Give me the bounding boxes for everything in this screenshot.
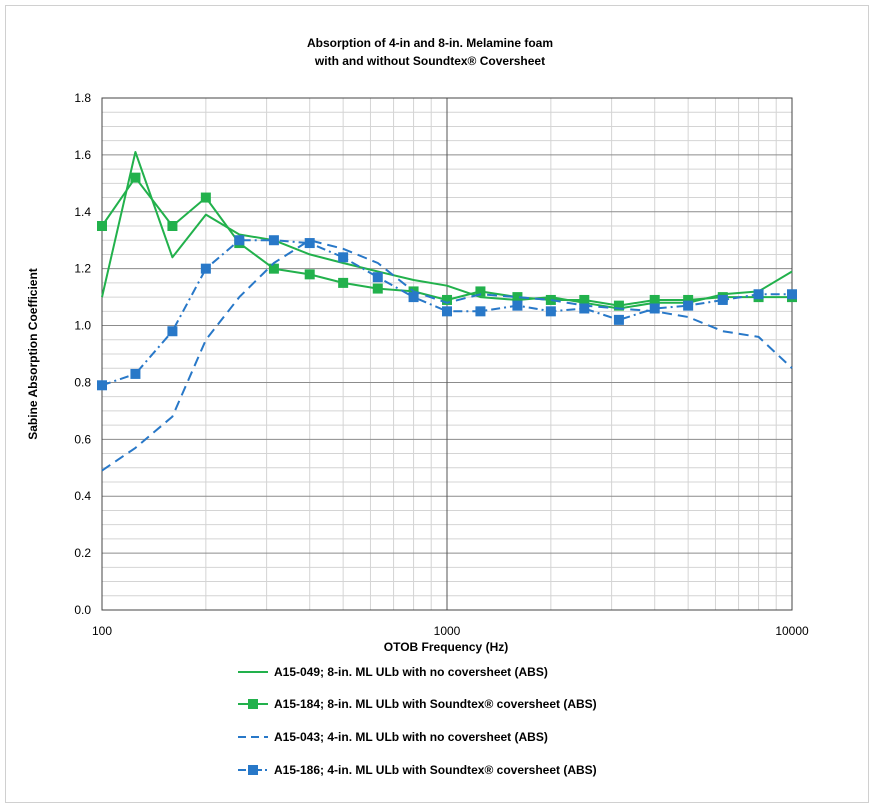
series-2-point <box>613 300 624 311</box>
series-4-point <box>475 306 486 317</box>
series-4-point <box>130 368 141 379</box>
series-2-point <box>512 292 523 303</box>
legend-marker-4 <box>248 765 258 775</box>
series-4-point <box>717 294 728 305</box>
chart-title-line-2: with and without Soundtex® Coversheet <box>314 54 545 68</box>
legend-entry-4: A15-186; 4-in. ML ULb with Soundtex® cov… <box>238 763 597 777</box>
series-4-point <box>304 238 315 249</box>
legend-label-1: A15-049; 8-in. ML ULb with no coversheet… <box>274 665 548 679</box>
y-tick-label: 0.4 <box>74 489 91 503</box>
legend-entry-1: A15-049; 8-in. ML ULb with no coversheet… <box>238 665 548 679</box>
legend-label-3: A15-043; 4-in. ML ULb with no coversheet… <box>274 730 548 744</box>
series-4-point <box>683 300 694 311</box>
series-2-point <box>268 263 279 274</box>
y-tick-label: 0.6 <box>74 432 91 446</box>
series-line-4 <box>101 239 792 387</box>
legend-entry-2: A15-184; 8-in. ML ULb with Soundtex® cov… <box>238 697 597 711</box>
y-tick-label: 0.8 <box>74 375 91 389</box>
x-tick-label: 100 <box>92 624 112 638</box>
y-axis-title: Sabine Absorption Coefficient <box>26 268 40 440</box>
y-tick-label: 1.8 <box>74 91 91 105</box>
legend-label-2: A15-184; 8-in. ML ULb with Soundtex® cov… <box>274 697 597 711</box>
series-4-point <box>512 300 523 311</box>
series-line-1 <box>101 151 793 310</box>
y-tick-label: 0.0 <box>74 603 91 617</box>
y-tick-label: 1.4 <box>74 205 91 219</box>
series-4-point <box>200 263 211 274</box>
series-line-3 <box>101 239 793 472</box>
series-4-point <box>268 235 279 246</box>
grid-lines <box>101 97 793 611</box>
series-2-point <box>545 294 556 305</box>
series-2-point <box>475 286 486 297</box>
chart-title-line-1: Absorption of 4-in and 8-in. Melamine fo… <box>307 36 553 50</box>
series-4-point <box>613 314 624 325</box>
series-2-point <box>338 277 349 288</box>
series-2-point <box>649 294 660 305</box>
legend-label-4: A15-186; 4-in. ML ULb with Soundtex® cov… <box>274 763 597 777</box>
y-tick-label: 0.2 <box>74 546 91 560</box>
x-axis-title: OTOB Frequency (Hz) <box>384 640 508 654</box>
series-2-point <box>372 283 383 294</box>
chart-frame <box>5 5 869 803</box>
legend-marker-2 <box>248 699 258 709</box>
series-4-point <box>753 289 764 300</box>
series-2-point <box>167 221 178 231</box>
series-2-point <box>683 294 694 305</box>
plot-area <box>97 151 797 472</box>
series-4-point <box>579 303 590 314</box>
series-4-point <box>97 380 107 391</box>
x-tick-label: 1000 <box>434 624 461 638</box>
series-2-point <box>130 172 141 183</box>
legend-entry-3: A15-043; 4-in. ML ULb with no coversheet… <box>238 730 548 744</box>
tick-labels: 0.0 0.2 0.4 0.6 0.8 1.0 1.2 1.4 1.6 1.8 100 1000 100… <box>74 91 809 638</box>
y-tick-label: 1.2 <box>74 262 91 276</box>
legend: A15-049; 8-in. ML ULb with no coversheet… <box>238 665 597 777</box>
series-2-point <box>304 269 315 280</box>
series-4-point <box>234 235 245 246</box>
series-4-point <box>442 306 452 317</box>
series-4-point <box>649 303 660 314</box>
x-tick-label: 10000 <box>775 624 809 638</box>
series-2-point <box>442 294 452 305</box>
series-4-point <box>787 289 797 300</box>
y-tick-label: 1.6 <box>74 148 91 162</box>
series-2-point <box>200 192 211 203</box>
series-4-point <box>545 306 556 317</box>
series-4-point <box>167 326 178 337</box>
plot-border <box>101 97 793 611</box>
series-4-point <box>408 292 419 303</box>
series-2-point <box>579 294 590 305</box>
y-tick-label: 1.0 <box>74 319 91 333</box>
series-4-point <box>338 252 349 263</box>
series-4-point <box>372 272 383 283</box>
series-2-point <box>97 221 107 231</box>
